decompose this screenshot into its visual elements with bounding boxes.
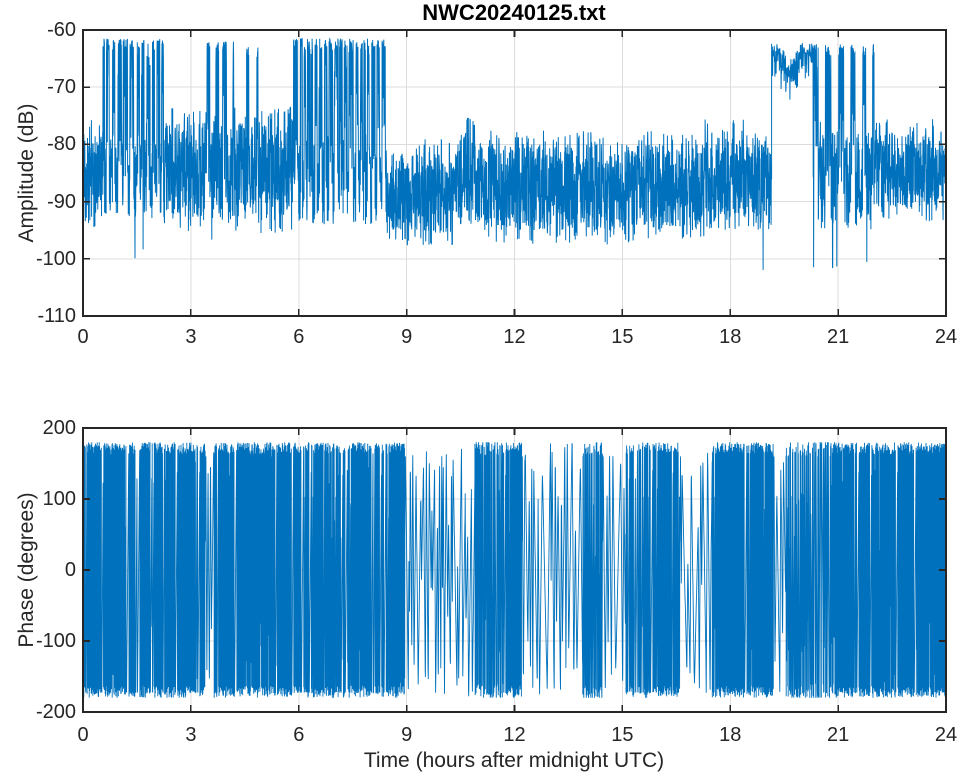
y-tick-label: -100 bbox=[35, 247, 76, 270]
x-tick-label: 21 bbox=[827, 724, 850, 746]
x-tick-label: 0 bbox=[77, 326, 89, 348]
x-tick-label: 15 bbox=[611, 724, 634, 746]
y-tick-label: 200 bbox=[42, 417, 76, 439]
y-tick-label: -110 bbox=[37, 305, 76, 327]
phase-tick-marks bbox=[82, 427, 947, 713]
x-tick-label: 0 bbox=[77, 724, 89, 746]
x-tick-label: 6 bbox=[293, 724, 305, 746]
y-tick-label: -90 bbox=[47, 190, 76, 213]
time-x-axis-label: Time (hours after midnight UTC) bbox=[363, 749, 665, 772]
y-tick-label: -200 bbox=[35, 701, 76, 723]
x-tick-label: 9 bbox=[401, 724, 413, 746]
x-tick-label: 12 bbox=[503, 326, 526, 348]
x-tick-label: 3 bbox=[185, 724, 197, 746]
x-tick-label: 3 bbox=[185, 326, 197, 348]
amplitude-subplot bbox=[82, 29, 947, 317]
x-tick-label: 18 bbox=[719, 724, 742, 746]
phase-series-line bbox=[83, 442, 946, 698]
x-tick-label: 12 bbox=[503, 724, 526, 746]
amplitude-series-line bbox=[83, 37, 946, 270]
y-tick-label: -70 bbox=[47, 76, 76, 99]
phase-subplot bbox=[82, 427, 947, 713]
y-tick-label: -80 bbox=[47, 133, 76, 156]
y-tick-label: 100 bbox=[42, 488, 76, 510]
x-tick-label: 15 bbox=[611, 326, 634, 348]
x-tick-label: 18 bbox=[719, 326, 742, 348]
phase-y-axis-label: Phase (degrees) bbox=[15, 492, 38, 648]
y-tick-label: -60 bbox=[47, 19, 76, 41]
x-tick-label: 9 bbox=[401, 326, 413, 348]
x-tick-label: 24 bbox=[934, 326, 958, 348]
x-tick-label: 24 bbox=[934, 724, 958, 746]
y-tick-label: -100 bbox=[35, 630, 76, 652]
x-tick-label: 6 bbox=[293, 326, 305, 348]
x-tick-label: 21 bbox=[827, 326, 850, 348]
amplitude-y-axis-label: Amplitude (dB) bbox=[15, 103, 38, 243]
y-tick-label: 0 bbox=[64, 559, 76, 581]
amplitude-tick-marks bbox=[82, 29, 947, 317]
chart-title: NWC20240125.txt bbox=[422, 0, 606, 25]
